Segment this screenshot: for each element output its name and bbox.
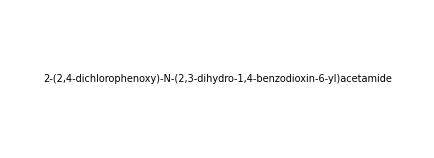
Text: 2-(2,4-dichlorophenoxy)-N-(2,3-dihydro-1,4-benzodioxin-6-yl)acetamide: 2-(2,4-dichlorophenoxy)-N-(2,3-dihydro-1…	[43, 74, 391, 84]
